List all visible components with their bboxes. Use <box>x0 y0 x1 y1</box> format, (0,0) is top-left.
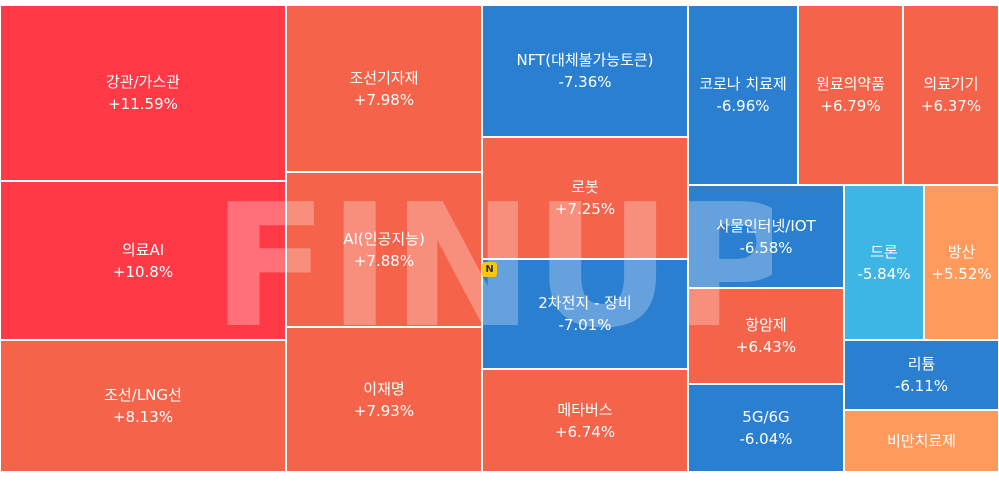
tile-change-percent: -6.04% <box>739 430 793 448</box>
tile-name: 로봇 <box>571 178 599 196</box>
tile-change-percent: -7.36% <box>558 73 612 91</box>
treemap-tile[interactable]: 리튬 -6.11% <box>844 340 999 410</box>
tile-name: 조선/LNG선 <box>104 386 182 404</box>
treemap-tile[interactable]: 로봇 +7.25% <box>482 137 688 259</box>
tile-name: 의료AI <box>121 240 165 259</box>
tile-change-percent: +7.93% <box>353 401 415 420</box>
tile-change-percent: +6.74% <box>554 422 616 441</box>
tile-name: 이재명 <box>363 379 405 398</box>
tile-change-percent: +7.25% <box>554 200 616 218</box>
treemap-tile[interactable]: 강관/가스관 +11.59% <box>0 5 286 181</box>
treemap-tile[interactable]: 의료AI +10.8% <box>0 181 286 340</box>
tile-change-percent: +10.8% <box>112 262 174 281</box>
tile-change-percent: +8.13% <box>112 408 174 426</box>
tile-change-percent: +6.43% <box>735 338 797 356</box>
treemap-tile[interactable]: 조선기자재 +7.98% <box>286 5 482 172</box>
treemap-tile[interactable]: 2차전지 - 장비 -7.01% <box>482 259 688 369</box>
tile-change-percent: +7.88% <box>353 251 415 270</box>
treemap-tile[interactable]: 원료의약품 +6.79% <box>798 5 903 185</box>
tile-change-percent: +6.79% <box>820 97 881 115</box>
tile-name: AI(인공지능) <box>343 229 425 248</box>
tile-change-percent: +11.59% <box>108 95 178 113</box>
tile-change-percent: +5.52% <box>931 264 992 283</box>
treemap-tile[interactable]: 방산 +5.52% <box>924 185 999 340</box>
treemap-tile[interactable]: 조선/LNG선 +8.13% <box>0 340 286 472</box>
treemap-tile[interactable]: 비만치료제 <box>844 410 999 472</box>
tile-name: 사물인터넷/IOT <box>716 216 816 235</box>
tile-name: 2차전지 - 장비 <box>538 294 632 312</box>
treemap-tile[interactable]: 항암제 +6.43% <box>688 288 844 384</box>
treemap-tile[interactable]: 메타버스 +6.74% <box>482 369 688 472</box>
treemap-tile[interactable]: AI(인공지능) +7.88% <box>286 172 482 327</box>
tile-name: 코로나 치료제 <box>699 75 787 93</box>
tile-change-percent: -6.96% <box>716 97 770 115</box>
tile-name: 조선기자재 <box>349 68 419 87</box>
tile-name: 항암제 <box>745 316 787 334</box>
tile-change-percent: +6.37% <box>920 97 982 115</box>
treemap-tile[interactable]: 의료기기 +6.37% <box>903 5 999 185</box>
tile-change-percent: -6.58% <box>739 238 793 257</box>
treemap-tile[interactable]: 5G/6G -6.04% <box>688 384 844 472</box>
treemap-tile[interactable]: 사물인터넷/IOT -6.58% <box>688 185 844 288</box>
tile-name: 메타버스 <box>557 400 613 419</box>
tile-name: 비만치료제 <box>886 432 956 450</box>
tile-name: 원료의약품 <box>815 75 885 93</box>
tile-name: 5G/6G <box>742 408 790 426</box>
tile-change-percent: -5.84% <box>857 264 911 283</box>
tile-name: NFT(대체불가능토큰) <box>516 51 654 69</box>
tile-name: 드론 <box>870 242 898 261</box>
treemap-tile[interactable]: 코로나 치료제 -6.96% <box>688 5 798 185</box>
tile-name: 리튬 <box>907 355 936 373</box>
tile-name: 의료기기 <box>923 75 979 93</box>
tile-change-percent: +7.98% <box>353 90 415 109</box>
treemap-tile[interactable]: 이재명 +7.93% <box>286 327 482 472</box>
treemap-tile[interactable]: 드론 -5.84% <box>844 185 924 340</box>
tile-change-percent: -6.11% <box>894 377 949 395</box>
treemap-tile[interactable]: NFT(대체불가능토큰) -7.36% <box>482 5 688 137</box>
tile-name: 강관/가스관 <box>105 73 181 91</box>
tile-change-percent: -7.01% <box>558 316 612 334</box>
tile-name: 방산 <box>947 242 976 261</box>
